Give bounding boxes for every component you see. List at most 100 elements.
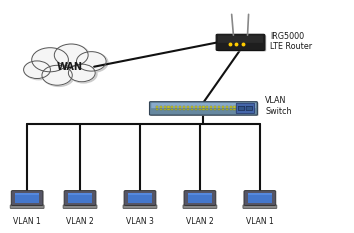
FancyBboxPatch shape — [187, 106, 189, 108]
Circle shape — [32, 48, 68, 72]
FancyBboxPatch shape — [248, 193, 272, 203]
FancyBboxPatch shape — [214, 109, 216, 110]
FancyBboxPatch shape — [126, 205, 154, 206]
FancyBboxPatch shape — [149, 102, 257, 115]
FancyBboxPatch shape — [229, 106, 232, 108]
FancyBboxPatch shape — [238, 106, 245, 110]
FancyBboxPatch shape — [225, 109, 228, 110]
Text: VLAN 2: VLAN 2 — [186, 217, 214, 226]
Circle shape — [34, 49, 70, 73]
FancyBboxPatch shape — [199, 109, 201, 110]
FancyBboxPatch shape — [124, 191, 156, 206]
FancyBboxPatch shape — [156, 109, 158, 110]
FancyBboxPatch shape — [164, 109, 166, 110]
Text: VLAN 2: VLAN 2 — [66, 217, 94, 226]
FancyBboxPatch shape — [210, 106, 212, 108]
Circle shape — [25, 62, 52, 80]
FancyBboxPatch shape — [171, 106, 173, 108]
Text: VLAN
Switch: VLAN Switch — [265, 96, 292, 116]
Ellipse shape — [64, 204, 96, 207]
FancyBboxPatch shape — [237, 109, 239, 110]
FancyBboxPatch shape — [245, 205, 274, 206]
FancyBboxPatch shape — [184, 191, 216, 206]
FancyBboxPatch shape — [175, 109, 177, 110]
Ellipse shape — [124, 204, 156, 207]
FancyBboxPatch shape — [206, 109, 209, 110]
FancyBboxPatch shape — [179, 109, 181, 110]
FancyBboxPatch shape — [167, 106, 170, 108]
Circle shape — [24, 61, 50, 79]
FancyBboxPatch shape — [195, 106, 197, 108]
FancyBboxPatch shape — [191, 106, 193, 108]
FancyBboxPatch shape — [123, 205, 157, 209]
FancyBboxPatch shape — [233, 106, 235, 108]
FancyBboxPatch shape — [216, 34, 265, 51]
FancyBboxPatch shape — [218, 35, 266, 51]
Ellipse shape — [244, 204, 276, 207]
Circle shape — [76, 52, 106, 71]
FancyBboxPatch shape — [185, 205, 215, 206]
FancyBboxPatch shape — [246, 106, 252, 110]
Text: VLAN 3: VLAN 3 — [126, 217, 154, 226]
Circle shape — [44, 66, 74, 86]
FancyBboxPatch shape — [128, 193, 152, 195]
FancyBboxPatch shape — [225, 106, 228, 108]
FancyBboxPatch shape — [202, 106, 205, 108]
FancyBboxPatch shape — [179, 106, 181, 108]
FancyBboxPatch shape — [191, 109, 193, 110]
FancyBboxPatch shape — [156, 106, 158, 108]
FancyBboxPatch shape — [13, 205, 42, 206]
FancyBboxPatch shape — [63, 205, 97, 209]
FancyBboxPatch shape — [167, 109, 170, 110]
FancyBboxPatch shape — [244, 191, 276, 206]
FancyBboxPatch shape — [188, 193, 212, 195]
FancyBboxPatch shape — [222, 106, 224, 108]
Ellipse shape — [184, 204, 216, 207]
FancyBboxPatch shape — [68, 193, 92, 195]
FancyBboxPatch shape — [233, 109, 235, 110]
Circle shape — [54, 44, 88, 66]
FancyBboxPatch shape — [218, 35, 263, 43]
Circle shape — [70, 65, 97, 83]
Text: IRG5000
LTE Router: IRG5000 LTE Router — [270, 31, 313, 51]
FancyBboxPatch shape — [210, 109, 212, 110]
Circle shape — [78, 53, 108, 72]
FancyBboxPatch shape — [195, 109, 197, 110]
FancyBboxPatch shape — [183, 106, 185, 108]
Ellipse shape — [11, 204, 43, 207]
FancyBboxPatch shape — [164, 106, 166, 108]
FancyBboxPatch shape — [10, 205, 44, 209]
FancyBboxPatch shape — [128, 193, 152, 203]
FancyBboxPatch shape — [171, 109, 173, 110]
Text: VLAN 1: VLAN 1 — [13, 217, 41, 226]
Circle shape — [42, 65, 72, 85]
FancyBboxPatch shape — [187, 109, 189, 110]
FancyBboxPatch shape — [218, 106, 220, 108]
Circle shape — [68, 64, 95, 82]
FancyBboxPatch shape — [206, 106, 209, 108]
FancyBboxPatch shape — [237, 106, 239, 108]
FancyBboxPatch shape — [199, 106, 201, 108]
Text: VLAN 1: VLAN 1 — [246, 217, 274, 226]
FancyBboxPatch shape — [248, 193, 272, 195]
FancyBboxPatch shape — [243, 205, 277, 209]
FancyBboxPatch shape — [183, 205, 217, 209]
FancyBboxPatch shape — [222, 109, 224, 110]
FancyBboxPatch shape — [218, 109, 220, 110]
FancyBboxPatch shape — [236, 103, 255, 113]
FancyBboxPatch shape — [151, 103, 256, 108]
FancyBboxPatch shape — [202, 109, 205, 110]
FancyBboxPatch shape — [68, 193, 92, 203]
FancyBboxPatch shape — [15, 193, 39, 203]
FancyBboxPatch shape — [11, 191, 43, 206]
FancyBboxPatch shape — [183, 109, 185, 110]
FancyBboxPatch shape — [175, 106, 177, 108]
FancyBboxPatch shape — [64, 191, 96, 206]
FancyBboxPatch shape — [229, 109, 232, 110]
FancyBboxPatch shape — [150, 102, 258, 116]
FancyBboxPatch shape — [188, 193, 212, 203]
Circle shape — [56, 45, 90, 67]
FancyBboxPatch shape — [65, 205, 95, 206]
Text: WAN: WAN — [56, 62, 82, 72]
FancyBboxPatch shape — [160, 106, 162, 108]
